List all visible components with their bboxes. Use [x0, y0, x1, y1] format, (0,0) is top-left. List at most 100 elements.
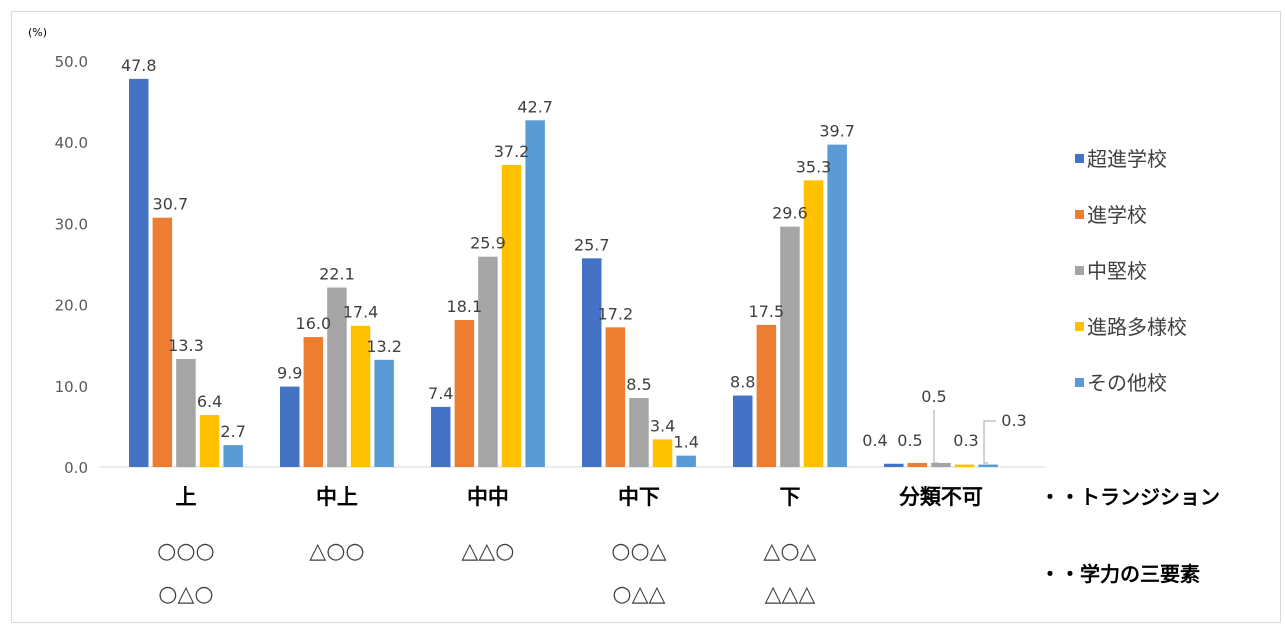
leader-line [983, 420, 996, 464]
data-label: 25.7 [574, 235, 610, 254]
bar [978, 464, 998, 467]
bar [629, 397, 649, 467]
bar [327, 287, 347, 467]
data-label: 8.5 [626, 375, 651, 394]
y-tick-label: 20.0 [55, 297, 88, 315]
category-label: 中上 [316, 485, 358, 509]
legend-label: その他校 [1087, 371, 1167, 395]
category-sublabel: △○△ [763, 539, 816, 564]
category-label: 分類不可 [899, 485, 983, 509]
bar [176, 359, 196, 467]
bar [676, 455, 696, 467]
data-label: 13.3 [168, 336, 204, 355]
data-label: 17.2 [598, 304, 634, 323]
bar [374, 359, 394, 467]
bar [582, 258, 602, 467]
data-label: 17.5 [749, 302, 785, 321]
bar [907, 462, 928, 467]
data-label: 16.0 [296, 314, 332, 333]
legend-swatch [1075, 154, 1084, 163]
data-label: 9.9 [277, 364, 302, 383]
bar [652, 439, 673, 467]
bar [827, 144, 847, 468]
data-label: 0.3 [953, 431, 978, 450]
bar [931, 462, 951, 467]
y-unit-label: (%) [28, 26, 47, 39]
category-label: 中下 [618, 485, 660, 509]
category-sublabel: △△△ [765, 582, 816, 607]
y-tick-label: 10.0 [55, 378, 88, 396]
bar [129, 78, 149, 467]
note-transition: ・・トランジション [1040, 485, 1220, 509]
data-label: 0.4 [862, 431, 887, 450]
category-sublabel: △△○ [461, 539, 514, 564]
y-tick-label: 30.0 [55, 215, 88, 233]
data-label: 29.6 [772, 204, 808, 223]
category-label: 上 [175, 485, 196, 509]
data-label: 8.8 [730, 373, 755, 392]
data-label: 0.5 [921, 387, 946, 406]
category-labels: 上 ○○○ ○△○ 中上 △○○ 中中 △△○ 中下 ○○△ ○△△ 下 △○△ △△△ 分類不可 [157, 485, 983, 607]
data-label: 22.1 [319, 265, 355, 284]
data-label: 35.3 [796, 157, 832, 176]
legend-label: 進路多様校 [1087, 315, 1187, 339]
category-sublabel: ○△△ [612, 582, 665, 607]
bar [884, 463, 904, 467]
y-tick-label: 40.0 [55, 134, 88, 152]
data-label: 18.1 [447, 297, 483, 316]
data-label: 37.2 [494, 142, 530, 161]
category-label: 中中 [467, 485, 509, 509]
y-tick-label: 0.0 [64, 459, 88, 477]
y-axis: 0.0 10.0 20.0 30.0 40.0 50.0 [55, 53, 88, 477]
bar [478, 256, 498, 467]
legend-label: 超進学校 [1087, 147, 1167, 171]
legend-label: 進学校 [1087, 203, 1147, 227]
data-label: 0.5 [897, 431, 922, 450]
legend-swatch [1075, 378, 1084, 387]
leader-lines [933, 410, 996, 464]
data-label: 25.9 [470, 234, 506, 253]
bar [280, 386, 300, 467]
data-label: 7.4 [428, 384, 453, 403]
note-academic-elements: ・・学力の三要素 [1040, 562, 1200, 586]
data-label: 0.3 [1001, 411, 1026, 430]
data-label: 3.4 [650, 416, 675, 435]
bar [780, 226, 800, 467]
bar [199, 415, 220, 467]
bar [954, 464, 975, 467]
bar [350, 325, 371, 467]
data-label: 6.4 [197, 392, 222, 411]
bar [525, 120, 545, 467]
bar [803, 180, 824, 467]
category-sublabel: ○○○ [157, 539, 215, 564]
leader-line [933, 410, 938, 464]
y-tick-label: 50.0 [55, 53, 88, 71]
bar [152, 217, 173, 467]
category-label: 下 [779, 485, 800, 509]
data-label: 39.7 [819, 122, 855, 141]
bar [454, 320, 475, 467]
bar [605, 327, 626, 467]
bar [431, 406, 451, 467]
data-label: 30.7 [153, 195, 189, 214]
category-sublabel: ○△○ [158, 582, 213, 607]
legend-swatch [1075, 266, 1084, 275]
chart-frame [11, 11, 1281, 623]
legend-swatch [1075, 322, 1084, 331]
data-labels: 47.8 9.9 7.4 25.7 8.8 0.4 30.7 16.0 18.1 17.2 17.5… [121, 56, 1027, 452]
bar [303, 337, 324, 467]
data-label: 1.4 [673, 433, 698, 452]
legend-label: 中堅校 [1087, 259, 1147, 283]
bar [733, 395, 753, 467]
category-sublabel: △○○ [309, 539, 364, 564]
data-label: 13.2 [366, 337, 402, 356]
bars [129, 78, 998, 468]
data-label: 17.4 [343, 303, 379, 322]
category-sublabel: ○○△ [611, 539, 666, 564]
data-label: 47.8 [121, 56, 157, 75]
bar [501, 164, 522, 467]
data-label: 2.7 [220, 422, 245, 441]
legend-swatch [1075, 210, 1084, 219]
